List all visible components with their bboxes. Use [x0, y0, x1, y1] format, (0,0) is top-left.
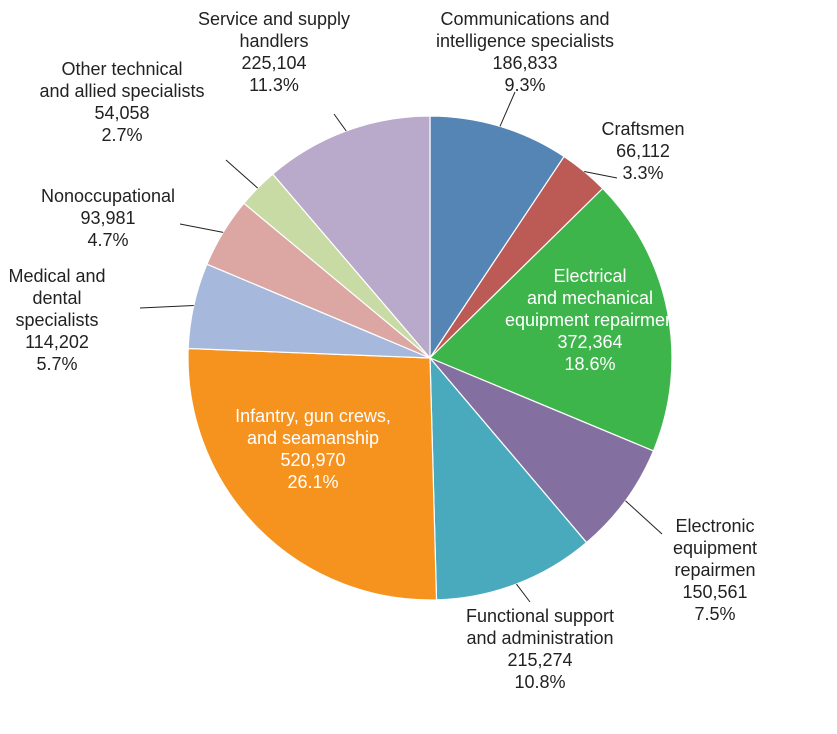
pie-slice	[187, 347, 438, 601]
value-label: 372,364	[557, 332, 623, 352]
category-label: Communications and intelligence speciali…	[435, 9, 615, 51]
slice-label: Functional support and administration 215…	[466, 605, 614, 693]
slice-label: Communications and intelligence speciali…	[436, 8, 614, 96]
value-label: 54,058	[94, 103, 150, 123]
slice-label: Medical and dental specialists 114,202 5.7…	[8, 265, 105, 375]
percent-label: 26.1%	[287, 472, 339, 492]
category-label: Infantry, gun crews, and seamanship	[235, 406, 391, 448]
value-label: 150,561	[682, 582, 748, 602]
leader-line	[625, 500, 663, 535]
value-label: 215,274	[507, 650, 573, 670]
slice-label: Infantry, gun crews, and seamanship 520,9…	[235, 405, 391, 493]
slice-label: Electrical and mechanical equipment repa…	[505, 265, 675, 375]
slice-label: Other technical and allied specialists 54…	[39, 58, 204, 146]
slice-label: Service and supply handlers 225,104 11.3%	[198, 8, 350, 96]
percent-label: 2.7%	[101, 125, 143, 145]
slice-label: Craftsmen 66,112 3.3%	[601, 118, 684, 184]
pie-slice	[428, 187, 673, 452]
percent-label: 4.7%	[87, 230, 129, 250]
slice-label: Nonoccupational 93,981 4.7%	[41, 185, 175, 251]
category-label: Craftsmen	[601, 119, 685, 139]
value-label: 520,970	[280, 450, 346, 470]
leader-line	[179, 223, 224, 233]
percent-label: 3.3%	[622, 163, 664, 183]
slice-label: Electronic equipment repairmen 150,561 7.5…	[654, 515, 776, 625]
category-label: Nonoccupational	[40, 186, 176, 206]
percent-label: 9.3%	[504, 75, 546, 95]
percent-label: 7.5%	[694, 604, 736, 624]
leader-line	[333, 113, 347, 132]
percent-label: 18.6%	[564, 354, 616, 374]
category-label: Functional support and administration	[465, 606, 615, 648]
pie-slice	[429, 356, 588, 601]
leader-line	[499, 91, 516, 127]
value-label: 66,112	[616, 141, 670, 161]
category-label: Other technical and allied specialists	[39, 59, 205, 101]
value-label: 225,104	[241, 53, 307, 73]
percent-label: 10.8%	[514, 672, 566, 692]
percent-label: 11.3%	[249, 75, 299, 95]
pie-slice	[429, 357, 655, 544]
leader-line	[225, 159, 259, 189]
category-label: Medical and dental specialists	[8, 266, 106, 330]
percent-label: 5.7%	[36, 354, 78, 374]
category-label: Electrical and mechanical equipment repa…	[504, 266, 676, 330]
category-label: Electronic equipment repairmen	[672, 516, 758, 580]
category-label: Service and supply handlers	[197, 9, 351, 51]
leader-line	[584, 171, 618, 179]
leader-line	[139, 304, 194, 309]
value-label: 186,833	[492, 53, 558, 73]
value-label: 114,202	[25, 332, 89, 352]
value-label: 93,981	[80, 208, 136, 228]
leader-line	[516, 583, 531, 603]
pie-slice	[429, 115, 565, 360]
